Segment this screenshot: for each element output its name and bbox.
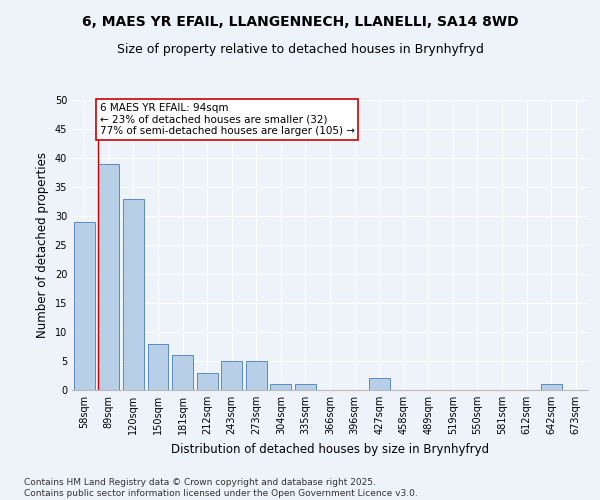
Bar [368,378,389,390]
Bar [246,361,267,390]
X-axis label: Distribution of detached houses by size in Brynhyfryd: Distribution of detached houses by size … [171,442,489,456]
Text: Size of property relative to detached houses in Brynhyfryd: Size of property relative to detached ho… [116,42,484,56]
Bar [541,384,562,390]
Bar [172,355,193,390]
Bar [98,164,119,390]
Y-axis label: Number of detached properties: Number of detached properties [36,152,49,338]
Bar [221,361,242,390]
Bar [295,384,316,390]
Text: 6 MAES YR EFAIL: 94sqm
← 23% of detached houses are smaller (32)
77% of semi-det: 6 MAES YR EFAIL: 94sqm ← 23% of detached… [100,103,355,136]
Bar [271,384,292,390]
Text: 6, MAES YR EFAIL, LLANGENNECH, LLANELLI, SA14 8WD: 6, MAES YR EFAIL, LLANGENNECH, LLANELLI,… [82,15,518,29]
Text: Contains HM Land Registry data © Crown copyright and database right 2025.
Contai: Contains HM Land Registry data © Crown c… [24,478,418,498]
Bar [197,372,218,390]
Bar [123,198,144,390]
Bar [148,344,169,390]
Bar [74,222,95,390]
